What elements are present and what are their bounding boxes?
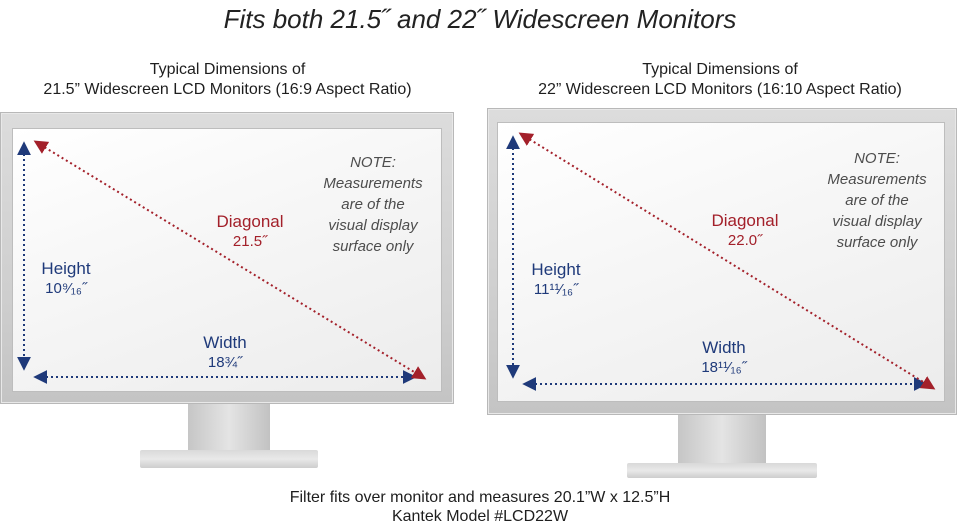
right-monitor-neck [678, 413, 766, 463]
right-note: NOTE: Measurements are of the visual dis… [812, 148, 942, 253]
left-diagonal-name: Diagonal [216, 212, 284, 231]
left-monitor-base [140, 450, 318, 468]
right-monitor-arrows [506, 132, 936, 391]
left-heading-line2: 21.5” Widescreen LCD Monitors (16:9 Aspe… [43, 81, 412, 98]
page-title: Fits both 21.5˝ and 22˝ Widescreen Monit… [223, 4, 737, 34]
right-heading-line2: 22” Widescreen LCD Monitors (16:10 Aspec… [538, 81, 902, 98]
left-diagonal-label: Diagonal 21.5˝ [195, 212, 305, 252]
footer: Filter fits over monitor and measures 20… [0, 488, 960, 526]
right-note-line: visual display [832, 213, 922, 230]
left-heading-line1: Typical Dimensions of [149, 61, 306, 78]
left-note: NOTE: Measurements are of the visual dis… [308, 152, 438, 257]
right-note-line: NOTE: [854, 150, 900, 167]
left-note-line: Measurements [323, 175, 423, 192]
footer-model: Kantek Model #LCD22W [391, 508, 569, 525]
right-diagonal-name: Diagonal [711, 211, 779, 230]
right-diagonal-label: Diagonal 22.0˝ [690, 211, 800, 251]
left-monitor: Diagonal 21.5˝ Height 10⁹⁄₁₆˝ Width 18¾˝… [0, 112, 455, 472]
left-width-name: Width [203, 333, 247, 352]
right-note-line: Measurements [827, 171, 927, 188]
left-width-value: 18¾˝ [207, 354, 243, 371]
left-diagonal-arrow [33, 140, 427, 380]
right-width-value: 18¹¹⁄₁₆˝ [701, 359, 747, 376]
right-height-name: Height [531, 260, 581, 279]
right-monitor-heading: Typical Dimensions of 22” Widescreen LCD… [480, 60, 960, 100]
right-width-name: Width [702, 338, 746, 357]
left-monitor-heading: Typical Dimensions of 21.5” Widescreen L… [0, 60, 455, 100]
left-monitor-neck [188, 402, 270, 450]
right-width-label: Width 18¹¹⁄₁₆˝ [677, 338, 771, 378]
left-diagonal-value: 21.5˝ [232, 233, 268, 250]
left-height-label: Height 10⁹⁄₁₆˝ [28, 259, 104, 299]
right-diagonal-arrow [518, 132, 936, 390]
left-height-value: 10⁹⁄₁₆˝ [45, 280, 87, 297]
left-height-name: Height [41, 259, 91, 278]
left-width-label: Width 18¾˝ [180, 333, 270, 373]
right-monitor-base [627, 463, 817, 478]
right-monitor: Diagonal 22.0˝ Height 11¹¹⁄₁₆˝ Width 18¹… [487, 108, 960, 478]
left-note-line: visual display [328, 217, 418, 234]
right-height-label: Height 11¹¹⁄₁₆˝ [517, 260, 595, 300]
left-monitor-arrows [17, 140, 427, 384]
right-heading-line1: Typical Dimensions of [642, 61, 798, 78]
right-note-line: are of the [845, 192, 909, 209]
right-note-line: surface only [836, 234, 918, 251]
footer-filter-size: Filter fits over monitor and measures 20… [289, 489, 671, 506]
left-note-line: NOTE: [350, 154, 396, 171]
left-note-line: are of the [341, 196, 405, 213]
right-diagonal-value: 22.0˝ [727, 232, 763, 249]
right-height-value: 11¹¹⁄₁₆˝ [533, 281, 579, 298]
left-note-line: surface only [332, 238, 414, 255]
